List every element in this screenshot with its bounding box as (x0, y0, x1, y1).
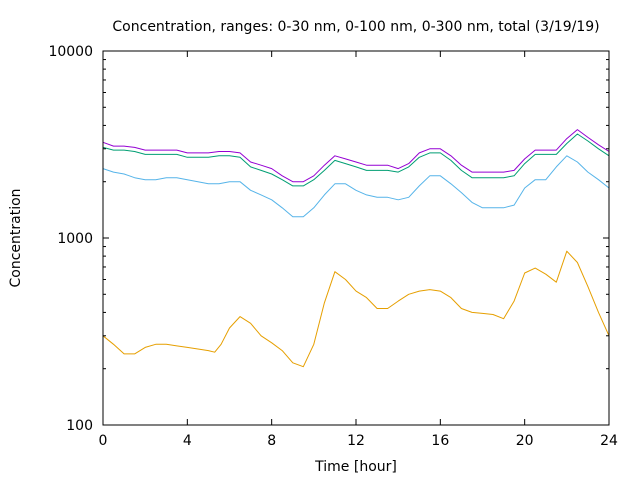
y-tick-label: 100 (66, 418, 93, 434)
x-tick-label: 20 (516, 433, 534, 449)
x-tick-label: 8 (267, 433, 276, 449)
x-tick-label: 0 (99, 433, 108, 449)
y-axis: 100 1000 10000 (48, 44, 609, 434)
x-axis-title: Time [hour] (314, 459, 397, 475)
chart-title: Concentration, ranges: 0-30 nm, 0-100 nm… (112, 19, 599, 35)
x-axis: 0 4 8 12 16 20 24 (99, 51, 618, 449)
series-line-3 (102, 129, 610, 183)
x-tick-label: 16 (431, 433, 449, 449)
series-line-2 (102, 133, 610, 187)
x-tick-label: 24 (600, 433, 618, 449)
series-line-0 (102, 250, 610, 368)
plot-lines (102, 129, 610, 368)
y-tick-label: 1000 (57, 231, 93, 247)
series-line-1 (102, 155, 610, 218)
y-axis-title: Concentration (8, 188, 24, 287)
plot-frame (102, 50, 610, 426)
x-tick-label: 4 (183, 433, 192, 449)
x-tick-label: 12 (347, 433, 365, 449)
y-tick-label: 10000 (48, 44, 93, 60)
